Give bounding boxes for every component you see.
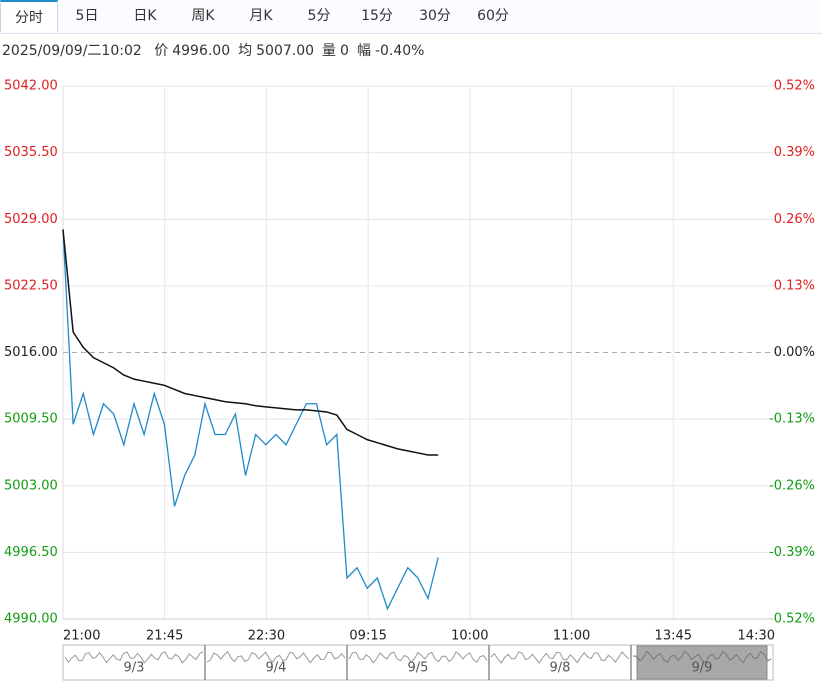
info-field: 价 4996.00 <box>154 43 230 59</box>
tab[interactable]: 30分 <box>419 8 451 24</box>
y-tick-label: 5035.50 <box>4 145 58 160</box>
y2-tick-label: -0.52% <box>769 612 815 627</box>
navigator-label: 9/5 <box>408 661 429 676</box>
x-tick-label: 21:00 <box>63 629 100 644</box>
info-field: 均 5007.00 <box>238 43 314 59</box>
y-tick-label: 5042.00 <box>4 79 58 94</box>
navigator-sparkline <box>632 650 772 664</box>
navigator-sparkline <box>348 651 488 664</box>
chart: 21:00 21:45 22:30 09:15 10:00 11:00 13:45 14:30… <box>4 79 815 681</box>
y-tick-label: 5003.00 <box>4 478 58 493</box>
y2-tick-label: 0.39% <box>774 145 815 160</box>
tab[interactable]: 日K <box>133 8 157 24</box>
info-label: 均 <box>238 43 253 59</box>
info-bar: 2025/09/09/二10:02 价 4996.00 均 5007.00 量 0 幅 -0.… <box>2 40 432 60</box>
y2-tick-label: -0.26% <box>769 478 815 493</box>
tab[interactable]: 60分 <box>477 8 509 24</box>
y-tick-label: 5022.50 <box>4 278 58 293</box>
info-value: 4996.00 <box>172 43 231 59</box>
tab[interactable]: 分时 <box>0 0 58 32</box>
navigator-label: 9/3 <box>124 661 145 676</box>
x-tick-label: 09:15 <box>349 629 386 644</box>
x-tick-label: 22:30 <box>248 629 285 644</box>
x-tick-label: 10:00 <box>451 629 488 644</box>
info-value: 0 <box>340 43 349 59</box>
info-time: 2025/09/09/二10:02 <box>2 43 142 59</box>
y2-tick-label: 0.13% <box>774 278 815 293</box>
info-field: 幅 -0.40% <box>357 43 425 59</box>
tab[interactable]: 5日 <box>75 8 99 24</box>
y-tick-label: 5029.00 <box>4 212 58 227</box>
navigator-sparkline <box>64 651 204 664</box>
info-value: -0.40% <box>374 43 425 59</box>
tab[interactable]: 5分 <box>307 8 331 24</box>
y2-tick-label: -0.13% <box>769 412 815 427</box>
y-tick-label: 5009.50 <box>4 412 58 427</box>
info-label: 量 <box>322 43 337 59</box>
series-line <box>62 229 439 611</box>
y2-tick-label: 0.00% <box>774 345 815 360</box>
tab-bar: 分时 5日 日K 周K 月K 5分 15分 30分 60分 <box>0 0 822 34</box>
navigator-sparkline <box>206 651 346 664</box>
series-line <box>62 229 439 456</box>
y2-tick-label: 0.26% <box>774 212 815 227</box>
y-tick-label: 4996.50 <box>4 545 58 560</box>
info-label: 价 <box>154 43 169 59</box>
y2-tick-label: -0.39% <box>769 545 815 560</box>
navigator-label: 9/9 <box>692 661 713 676</box>
x-tick-label: 14:30 <box>738 629 775 644</box>
x-tick-label: 13:45 <box>655 629 692 644</box>
y-tick-label: 4990.00 <box>4 612 58 627</box>
y-tick-label: 5016.00 <box>4 345 58 360</box>
navigator-selection <box>636 645 768 680</box>
info-label: 幅 <box>356 43 371 59</box>
tab[interactable]: 15分 <box>361 8 393 24</box>
info-value: 5007.00 <box>256 43 315 59</box>
navigator-label: 9/8 <box>550 661 571 676</box>
x-tick-label: 11:00 <box>553 629 590 644</box>
x-tick-label: 21:45 <box>146 629 183 644</box>
navigator-label: 9/4 <box>266 661 287 676</box>
tab[interactable]: 月K <box>249 8 273 24</box>
navigator-sparkline <box>490 651 630 664</box>
tab[interactable]: 周K <box>191 8 215 24</box>
y2-tick-label: 0.52% <box>774 79 815 94</box>
